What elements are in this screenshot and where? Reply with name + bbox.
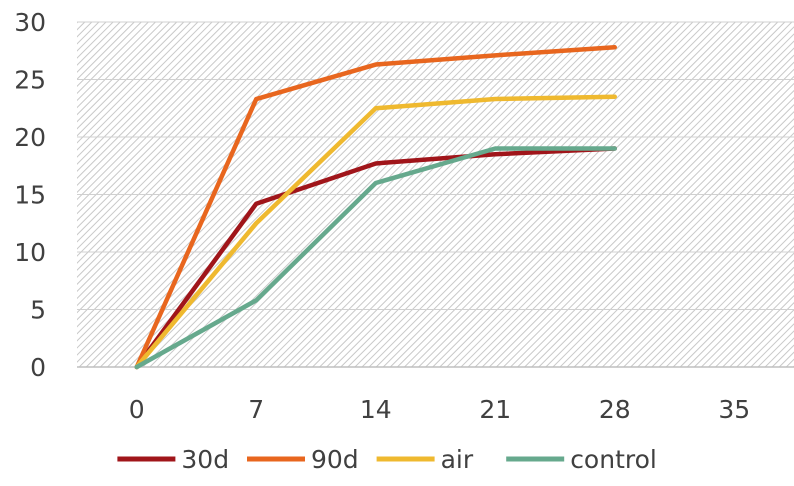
x-tick-label: 14 [360, 395, 392, 424]
series-line-control [134, 146, 617, 370]
legend-label: control [570, 445, 657, 474]
legend-item-30d: 30d [117, 445, 229, 474]
legend-label: air [441, 445, 474, 474]
legend: 30d 90d air control [117, 445, 657, 474]
y-tick-label: 25 [14, 66, 46, 95]
y-tick-label: 10 [14, 238, 46, 267]
legend-item-air: air [376, 445, 474, 474]
legend-label: 90d [311, 445, 359, 474]
legend-item-90d: 90d [247, 445, 359, 474]
y-tick-label: 15 [14, 181, 46, 210]
y-tick-label: 5 [30, 296, 46, 325]
x-tick-label: 35 [718, 395, 750, 424]
x-tick-label: 0 [129, 395, 145, 424]
legend-item-control: control [506, 445, 657, 474]
x-tick-label: 28 [599, 395, 631, 424]
x-axis-ticks: 0 7 14 21 28 35 [129, 395, 750, 424]
x-tick-label: 7 [248, 395, 264, 424]
series-layer [134, 45, 617, 370]
y-tick-label: 30 [14, 8, 46, 37]
series-line-air [134, 94, 617, 370]
series-line-30d [134, 146, 617, 370]
x-tick-label: 21 [479, 395, 511, 424]
legend-label: 30d [181, 445, 229, 474]
series-line-90d [134, 45, 617, 370]
y-tick-label: 0 [30, 353, 46, 382]
y-tick-label: 20 [14, 123, 46, 152]
